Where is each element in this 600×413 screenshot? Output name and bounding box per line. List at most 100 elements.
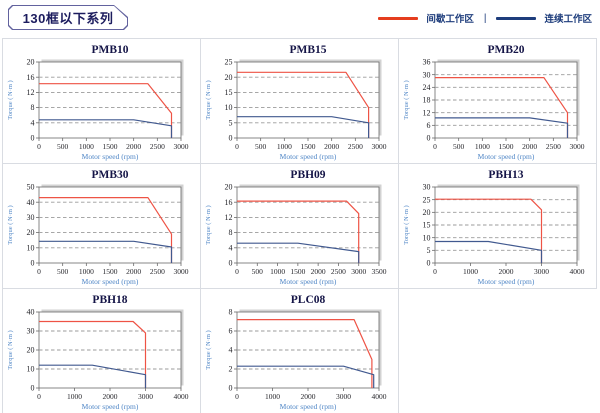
chart-cell-pmb20: 0 6 12 18 24 30 36 0 500 1000 1500 2000 2500 3000 PMB2… bbox=[399, 39, 597, 164]
y-tick-label: 10 bbox=[27, 365, 35, 374]
y-tick-label: 25 bbox=[423, 195, 431, 204]
y-tick-label: 36 bbox=[423, 58, 431, 67]
chart-plc08: 0 2 4 6 8 0 1000 2000 3000 4000 PLC08 Torque ( N·m … bbox=[205, 294, 387, 411]
x-tick-label: 0 bbox=[37, 267, 41, 276]
y-tick-label: 8 bbox=[229, 228, 233, 237]
intermittent-curve bbox=[39, 320, 147, 388]
y-tick-label: 8 bbox=[31, 103, 35, 112]
x-tick-label: 500 bbox=[57, 142, 69, 151]
x-tick-label: 1000 bbox=[277, 142, 292, 151]
y-tick-label: 40 bbox=[27, 198, 35, 207]
y-tick-label: 10 bbox=[423, 233, 431, 242]
x-tick-label: 2500 bbox=[150, 142, 165, 151]
x-tick-label: 1000 bbox=[79, 142, 94, 151]
continuous-curve bbox=[39, 119, 173, 138]
x-axis-label: Motor speed (rpm) bbox=[478, 277, 535, 286]
x-tick-label: 2500 bbox=[331, 267, 346, 276]
x-tick-label: 0 bbox=[433, 267, 437, 276]
chart-title: PMB10 bbox=[91, 44, 128, 56]
page-title: 130框以下系列 bbox=[9, 6, 127, 29]
y-tick-label: 4 bbox=[229, 346, 233, 355]
y-tick-label: 50 bbox=[27, 183, 35, 192]
chart-cell-pbh09: 0 4 8 12 16 20 0 500 1000 1500 2000 2500 3000 3500 PBH… bbox=[201, 164, 399, 289]
x-tick-label: 1500 bbox=[103, 142, 118, 151]
y-tick-label: 20 bbox=[225, 183, 233, 192]
chart-cell-pmb30: 0 10 20 30 40 50 0 500 1000 1500 2000 2500 3000 PMB30… bbox=[3, 164, 201, 289]
y-tick-label: 12 bbox=[27, 88, 35, 97]
y-tick-label: 6 bbox=[427, 121, 431, 130]
x-tick-label: 1500 bbox=[301, 142, 316, 151]
y-tick-label: 0 bbox=[31, 259, 35, 268]
plot-border bbox=[38, 61, 182, 139]
y-tick-label: 0 bbox=[427, 259, 431, 268]
chart-pmb20: 0 6 12 18 24 30 36 0 500 1000 1500 2000 2500 3000 PMB2… bbox=[403, 44, 585, 161]
x-tick-label: 2000 bbox=[499, 267, 514, 276]
intermittent-legend-line bbox=[378, 16, 419, 20]
x-axis-label: Motor speed (rpm) bbox=[280, 277, 337, 286]
y-tick-label: 6 bbox=[229, 327, 233, 336]
x-tick-label: 2000 bbox=[301, 392, 316, 401]
x-tick-label: 3000 bbox=[336, 392, 351, 401]
x-tick-label: 4000 bbox=[372, 392, 387, 401]
y-tick-label: 20 bbox=[423, 208, 431, 217]
continuous-curve bbox=[237, 365, 375, 388]
x-tick-label: 0 bbox=[235, 267, 239, 276]
continuous-curve bbox=[435, 240, 543, 263]
x-tick-label: 2500 bbox=[546, 142, 561, 151]
x-tick-label: 0 bbox=[235, 142, 239, 151]
x-tick-label: 3000 bbox=[372, 142, 387, 151]
y-tick-label: 30 bbox=[423, 183, 431, 192]
y-tick-label: 2 bbox=[229, 365, 233, 374]
y-tick-label: 4 bbox=[31, 118, 35, 127]
y-axis-label: Torque ( N·m ) bbox=[205, 330, 212, 369]
y-tick-label: 10 bbox=[225, 103, 233, 112]
y-tick-label: 18 bbox=[423, 96, 431, 105]
series-title-tag: 130框以下系列 bbox=[8, 5, 128, 30]
chart-cell-pmb15: 0 5 10 15 20 25 0 500 1000 1500 2000 2500 3000 PMB15 T… bbox=[201, 39, 399, 164]
x-tick-label: 0 bbox=[433, 142, 437, 151]
x-tick-label: 500 bbox=[252, 267, 264, 276]
x-tick-label: 0 bbox=[37, 392, 41, 401]
x-axis-label: Motor speed (rpm) bbox=[478, 152, 535, 161]
x-tick-label: 2000 bbox=[126, 267, 141, 276]
empty-cell bbox=[399, 289, 597, 413]
x-tick-label: 2500 bbox=[150, 267, 165, 276]
y-tick-label: 16 bbox=[27, 73, 35, 82]
x-tick-label: 1000 bbox=[79, 267, 94, 276]
chart-pbh18: 0 10 20 30 40 0 1000 2000 3000 4000 PBH18 Torque ( … bbox=[7, 294, 189, 411]
y-tick-label: 12 bbox=[423, 108, 431, 117]
x-tick-label: 3500 bbox=[372, 267, 387, 276]
page-header: 130框以下系列 间歇工作区 | 连续工作区 bbox=[0, 0, 600, 38]
continuous-legend-line bbox=[496, 16, 537, 20]
x-tick-label: 0 bbox=[235, 392, 239, 401]
plot-border bbox=[434, 61, 578, 139]
intermittent-curve bbox=[435, 198, 543, 263]
x-tick-label: 3000 bbox=[174, 142, 189, 151]
y-tick-label: 20 bbox=[27, 58, 35, 67]
continuous-curve bbox=[39, 364, 147, 388]
continuous-curve bbox=[39, 240, 173, 263]
y-tick-label: 0 bbox=[427, 134, 431, 143]
chart-cell-plc08: 0 2 4 6 8 0 1000 2000 3000 4000 PLC08 Torque ( N·m … bbox=[201, 289, 399, 413]
continuous-curve bbox=[237, 242, 360, 263]
chart-title: PLC08 bbox=[291, 294, 326, 306]
x-tick-label: 4000 bbox=[570, 267, 585, 276]
y-tick-label: 5 bbox=[427, 246, 431, 255]
y-tick-label: 8 bbox=[229, 308, 233, 317]
x-axis-label: Motor speed (rpm) bbox=[82, 402, 139, 411]
plot-border bbox=[236, 61, 380, 139]
y-tick-label: 30 bbox=[423, 70, 431, 79]
y-tick-label: 16 bbox=[225, 198, 233, 207]
chart-pbh13: 0 5 10 15 20 25 30 0 1000 2000 3000 4000 PBH13 Torque… bbox=[403, 169, 585, 286]
chart-cell-pbh13: 0 5 10 15 20 25 30 0 1000 2000 3000 4000 PBH13 Torque… bbox=[399, 164, 597, 289]
chart-title: PBH13 bbox=[488, 169, 523, 181]
y-tick-label: 24 bbox=[423, 83, 431, 92]
x-tick-label: 2000 bbox=[522, 142, 537, 151]
x-axis-label: Motor speed (rpm) bbox=[82, 277, 139, 286]
y-axis-label: Torque ( N·m ) bbox=[205, 80, 212, 119]
x-tick-label: 1000 bbox=[270, 267, 285, 276]
y-tick-label: 0 bbox=[229, 259, 233, 268]
y-tick-label: 15 bbox=[225, 88, 233, 97]
x-axis-label: Motor speed (rpm) bbox=[280, 152, 337, 161]
